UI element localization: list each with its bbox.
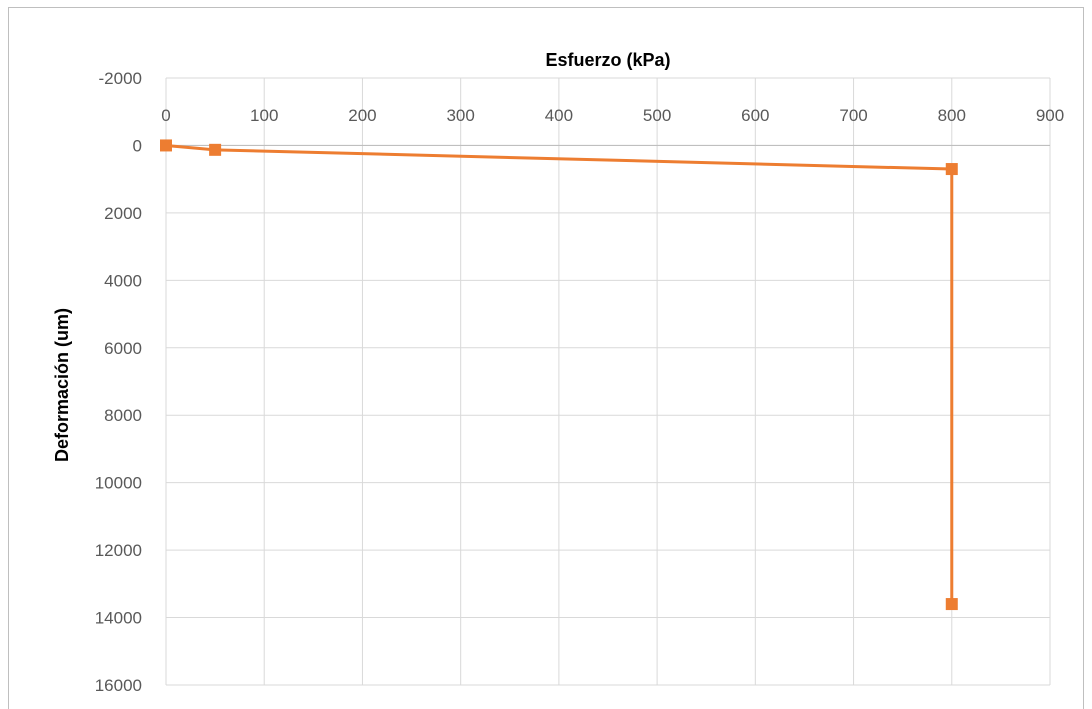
y-axis-title: Deformación (um) bbox=[52, 308, 72, 462]
x-tick-label: 0 bbox=[161, 106, 170, 125]
y-tick-label: 6000 bbox=[104, 339, 142, 358]
x-tick-label: 800 bbox=[938, 106, 966, 125]
x-tick-label: 400 bbox=[545, 106, 573, 125]
y-axis-ticks: -2000 0 2000 4000 6000 8000 10000 12000 14000 160… bbox=[95, 69, 142, 695]
x-tick-label: 200 bbox=[348, 106, 376, 125]
y-tick-label: 14000 bbox=[95, 609, 142, 628]
x-tick-label: 100 bbox=[250, 106, 278, 125]
x-axis-ticks: 0 100 200 300 400 500 600 700 800 900 bbox=[161, 106, 1064, 125]
x-axis-title: Esfuerzo (kPa) bbox=[545, 50, 670, 70]
series-line bbox=[165, 143, 954, 605]
x-tick-label: 900 bbox=[1036, 106, 1064, 125]
data-point-marker bbox=[945, 163, 958, 176]
y-tick-label: 4000 bbox=[104, 271, 142, 290]
x-tick-label: 600 bbox=[741, 106, 769, 125]
y-tick-label: 12000 bbox=[95, 541, 142, 560]
data-point-marker bbox=[160, 139, 172, 152]
chart-area bbox=[8, 7, 1084, 709]
data-point-marker bbox=[209, 143, 222, 156]
x-tick-label: 500 bbox=[643, 106, 671, 125]
y-tick-label: 8000 bbox=[104, 406, 142, 425]
x-tick-label: 300 bbox=[446, 106, 474, 125]
y-tick-label: 0 bbox=[133, 136, 142, 155]
data-point-marker bbox=[945, 598, 958, 611]
x-tick-label: 700 bbox=[839, 106, 867, 125]
series-layer bbox=[160, 139, 958, 611]
y-tick-label: 2000 bbox=[104, 204, 142, 223]
y-tick-label: 10000 bbox=[95, 474, 142, 493]
y-tick-label: 16000 bbox=[95, 676, 142, 695]
y-tick-label: -2000 bbox=[99, 69, 142, 88]
